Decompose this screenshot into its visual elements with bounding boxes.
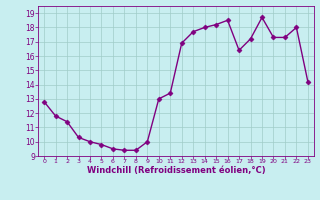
X-axis label: Windchill (Refroidissement éolien,°C): Windchill (Refroidissement éolien,°C): [87, 166, 265, 175]
